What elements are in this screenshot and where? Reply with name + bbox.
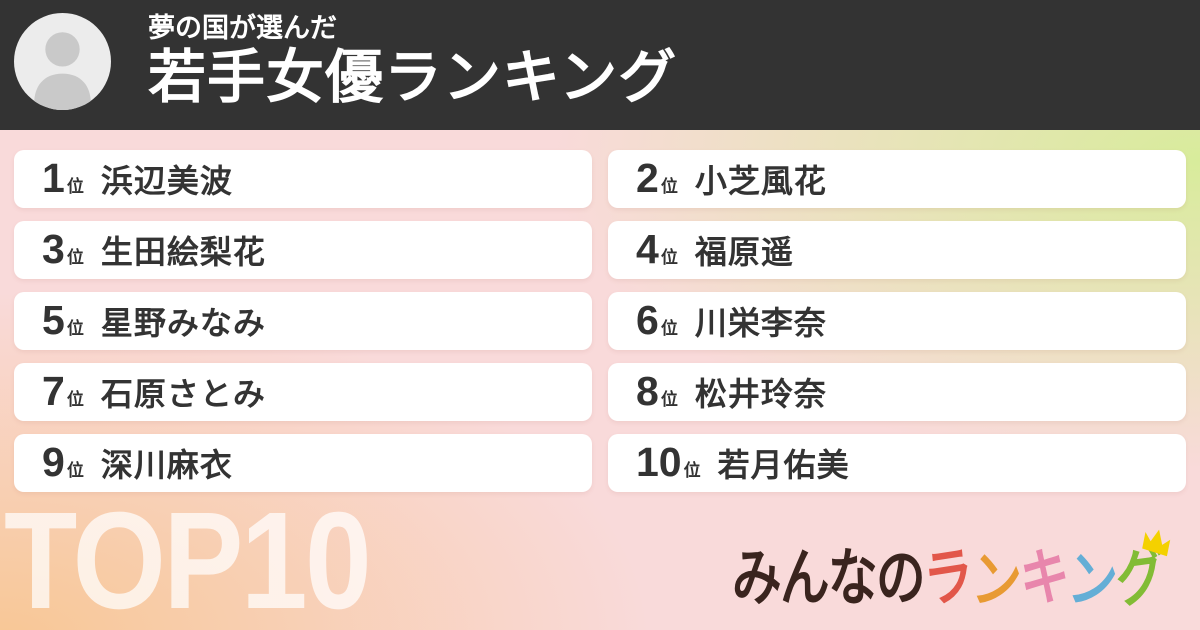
rank-row: 6 位川栄李奈 [636,298,827,344]
logo-char: ン [1065,544,1119,619]
rank-row: 8 位松井玲奈 [636,369,827,415]
rank-number: 8 [636,368,659,414]
ranking-item[interactable]: 7 位石原さとみ [14,363,592,421]
ranking-name: 小芝風花 [694,163,827,199]
ranking-name: 浜辺美波 [100,163,233,199]
logo-char: グ [1113,541,1167,616]
ranking-name: 石原さとみ [100,376,266,412]
site-logo[interactable]: みんなのランキング [732,529,1171,618]
rank-suffix: 位 [660,319,678,338]
ranking-item[interactable]: 5 位星野みなみ [14,292,592,350]
ranking-title: 若手女優ランキング [148,45,678,111]
logo-prefix: みんなの [731,544,926,613]
rank-row: 4 位福原遥 [636,227,794,273]
header: 夢の国が選んだ 若手女優ランキング [0,0,1200,130]
rank-row: 2 位小芝風花 [636,156,827,202]
rank-suffix: 位 [683,461,701,480]
ranking-grid: 1 位浜辺美波 2 位小芝風花 3 位生田絵梨花 4 位福原遥 5 位星野みなみ 6 位川栄李奈 7 位石… [14,150,1186,492]
top10-label: TOP10 [4,484,372,630]
rank-number: 4 [636,226,659,272]
rank-suffix: 位 [66,177,84,196]
rank-row: 3 位生田絵梨花 [42,227,266,273]
rank-number: 1 [42,155,65,201]
rank-suffix: 位 [660,390,678,409]
rank-row: 9 位深川麻衣 [42,440,233,486]
ranking-name: 星野みなみ [100,305,266,341]
person-icon [34,32,91,110]
ranking-name: 福原遥 [694,234,794,270]
rank-number: 5 [42,297,65,343]
ranking-name: 生田絵梨花 [100,234,266,270]
rank-number: 10 [636,439,682,485]
ranking-item[interactable]: 3 位生田絵梨花 [14,221,592,279]
rank-row: 7 位石原さとみ [42,369,266,415]
rank-row: 5 位星野みなみ [42,298,266,344]
ranking-item[interactable]: 1 位浜辺美波 [14,150,592,208]
ranking-subtitle: 夢の国が選んだ [148,13,337,43]
rank-number: 2 [636,155,659,201]
ranking-item[interactable]: 9 位深川麻衣 [14,434,592,492]
rank-number: 6 [636,297,659,343]
rank-suffix: 位 [660,248,678,267]
header-text: 夢の国が選んだ 若手女優ランキング [148,10,677,110]
rank-number: 9 [42,439,65,485]
ranking-item[interactable]: 2 位小芝風花 [608,150,1186,208]
rank-suffix: 位 [66,461,84,480]
ranking-item[interactable]: 4 位福原遥 [608,221,1186,279]
rank-suffix: 位 [660,177,678,196]
logo-char: ン [969,544,1022,619]
rank-suffix: 位 [66,319,84,338]
ranking-item[interactable]: 6 位川栄李奈 [608,292,1186,350]
rank-row: 10 位若月佑美 [636,440,850,486]
rank-number: 3 [42,226,65,272]
rank-number: 7 [42,368,65,414]
ranking-item[interactable]: 10 位若月佑美 [608,434,1186,492]
ranking-name: 松井玲奈 [694,376,827,412]
rank-suffix: 位 [66,248,84,267]
ranking-item[interactable]: 8 位松井玲奈 [608,363,1186,421]
crown-icon [1142,529,1171,557]
logo-char: キ [1018,541,1070,616]
rank-suffix: 位 [66,390,84,409]
ranking-name: 川栄李奈 [694,305,827,341]
ranking-body: 1 位浜辺美波 2 位小芝風花 3 位生田絵梨花 4 位福原遥 5 位星野みなみ 6 位川栄李奈 7 位石… [0,130,1200,630]
ranking-name: 深川麻衣 [100,447,233,483]
rank-row: 1 位浜辺美波 [42,156,233,202]
avatar [14,13,111,110]
logo-char: ラ [920,540,976,617]
logo-colored-text: ランキング [920,540,1167,619]
ranking-name: 若月佑美 [717,447,850,483]
